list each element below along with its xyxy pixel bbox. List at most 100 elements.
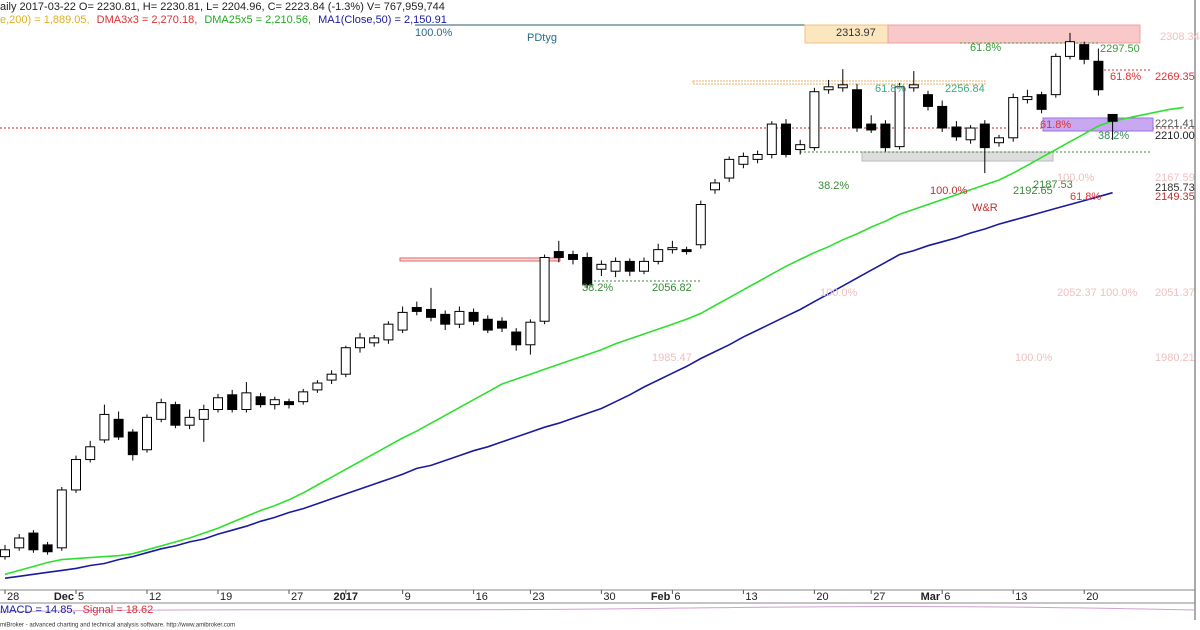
x-tick-label: 19 [220,591,232,603]
x-tick-label: 5 [78,591,84,603]
annotation: 100.0% [930,185,968,197]
x-month-label: 2017 [334,591,358,603]
candle-body [369,337,380,344]
candle-body [937,105,948,129]
candle-body [468,311,479,322]
zone-box [861,151,1054,162]
x-tick-label: 13 [745,591,757,603]
candle-body [823,86,834,91]
candle-body [340,347,351,375]
ma-line [4,106,1184,576]
annotation: 2297.50 [1100,43,1140,55]
zone-box [399,257,561,262]
candle-body [0,549,10,558]
annotation: 61.8% [1040,119,1071,131]
x-tick-label: 16 [476,591,488,603]
candle-body [99,413,110,441]
candle-body [951,126,962,138]
x-tick-label: 20 [1086,591,1098,603]
candle-body [994,137,1004,144]
candle-body [653,249,664,262]
candle-body [568,254,578,260]
macd-value: MACD = 14.85, [0,604,76,616]
candle-body [752,153,763,160]
candle-body [553,251,564,258]
annotation: 100.0% [1057,172,1095,184]
candle-body [255,396,266,406]
candle-body [1107,113,1118,122]
annotation: 100.0% [1100,287,1138,299]
candle-body [1036,94,1047,110]
annotation: 2313.97 [836,27,876,39]
candle-body [497,320,507,329]
candle-body [539,256,550,322]
candle-body [227,394,238,411]
candle-body [781,123,791,155]
candle-body [624,260,635,272]
annotation: 2167.59 [1155,172,1195,184]
candle-body [1050,55,1061,96]
candle-body [56,489,67,549]
candle-body [198,409,209,420]
macd-line [0,605,1196,613]
candle-body [454,310,465,325]
x-tick-label: 28 [7,591,19,603]
annotation: 2185.73 [1155,182,1195,194]
candle-body [1079,44,1090,60]
candle-body [837,84,848,89]
annotation: 61.8% [1070,191,1101,203]
candle-body [298,391,309,403]
candle-body [809,91,820,149]
candle-body [397,311,408,331]
candle-body [1008,97,1019,139]
candle-body [85,446,96,461]
annotation: 2187.53 [1033,179,1073,191]
candle-body [695,204,706,246]
candle-body [610,260,621,272]
annotation: 38.2% [582,282,613,294]
indicator: MA1(Close,50) = 2,150.91 [318,14,447,26]
candle-body [667,247,678,251]
annotation: 2056.82 [652,282,692,294]
annotation: 2221.41 [1155,118,1195,130]
candle-body [923,94,933,107]
candle-body [766,123,777,155]
candle-body [908,84,919,89]
signal-value: Signal = 18.62 [83,604,154,616]
candle-body [312,382,323,391]
candle-body [241,392,252,411]
candle-body [14,537,25,549]
candle-body [596,263,607,270]
candle-body [1065,41,1075,57]
macd-legend: MACD = 14.85, Signal = 18.62 [0,604,153,616]
annotation: 61.8% [1110,71,1141,83]
annotation: 2308.34 [1160,31,1200,43]
candle-body [639,260,649,272]
candle-body [582,256,593,286]
x-tick-label: 6 [674,591,680,603]
candle-body [113,418,124,438]
annotation: W&R [972,202,998,214]
candle-body [440,313,451,325]
footer: miBroker - advanced charting and technic… [0,623,235,629]
candle-body [28,532,39,551]
candle-body [213,397,223,411]
annotation: 1980.21 [1155,352,1195,364]
candle-body [894,86,905,148]
candle-body [482,318,493,331]
annotation: 2051.37 [1155,287,1195,299]
annotation: 38.2% [1098,130,1129,142]
candle-body [71,459,81,491]
candle-body [142,416,152,451]
candle-body [170,404,181,426]
x-tick-label: 27 [873,591,885,603]
annotation: PDtyg [527,32,557,44]
indicator-legend: e,200) = 1,889.05, DMA3x3 = 2,270.18, DM… [0,14,447,26]
candle-body [852,89,862,129]
candle-body [1093,60,1104,91]
candle-body [511,331,522,346]
annotation: 1985.47 [652,352,692,364]
candle-body [965,127,976,141]
